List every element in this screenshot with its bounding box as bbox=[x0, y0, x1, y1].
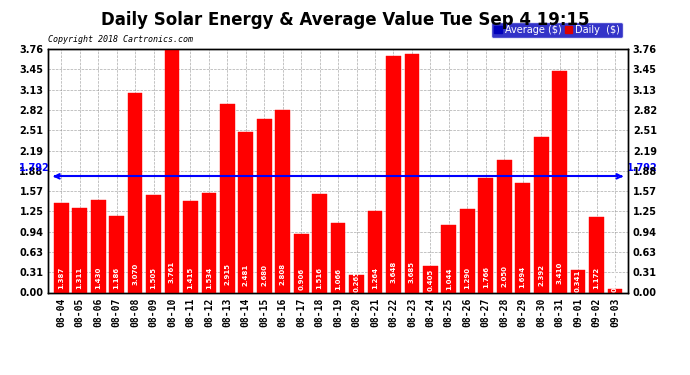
Bar bbox=[294, 234, 308, 292]
Bar bbox=[349, 275, 364, 292]
Text: 3.070: 3.070 bbox=[132, 262, 138, 285]
Bar bbox=[128, 93, 142, 292]
Text: 1.044: 1.044 bbox=[446, 267, 452, 290]
Text: 2.915: 2.915 bbox=[224, 263, 230, 285]
Bar bbox=[460, 209, 475, 292]
Bar bbox=[552, 72, 567, 292]
Bar bbox=[275, 111, 290, 292]
Bar bbox=[109, 216, 124, 292]
Text: 1.792: 1.792 bbox=[19, 163, 49, 173]
Text: 1.311: 1.311 bbox=[77, 267, 83, 289]
Text: 0.906: 0.906 bbox=[298, 268, 304, 290]
Bar bbox=[220, 104, 235, 292]
Bar bbox=[165, 49, 179, 292]
Text: 1.186: 1.186 bbox=[114, 267, 119, 290]
Text: 1.172: 1.172 bbox=[593, 267, 600, 290]
Text: 3.685: 3.685 bbox=[409, 261, 415, 283]
Text: 1.066: 1.066 bbox=[335, 268, 341, 290]
Text: 1.766: 1.766 bbox=[483, 266, 489, 288]
Bar bbox=[442, 225, 456, 292]
Bar bbox=[54, 202, 68, 292]
Text: 1.415: 1.415 bbox=[188, 267, 193, 289]
Text: 2.680: 2.680 bbox=[262, 264, 267, 285]
Bar bbox=[534, 137, 549, 292]
Legend: Average ($), Daily  ($): Average ($), Daily ($) bbox=[491, 22, 623, 38]
Bar bbox=[404, 54, 420, 292]
Text: 1.387: 1.387 bbox=[58, 267, 64, 289]
Text: 1.534: 1.534 bbox=[206, 266, 212, 288]
Bar bbox=[515, 183, 530, 292]
Text: Daily Solar Energy & Average Value Tue Sep 4 19:15: Daily Solar Energy & Average Value Tue S… bbox=[101, 11, 589, 29]
Bar bbox=[368, 210, 382, 292]
Bar bbox=[497, 160, 511, 292]
Text: 2.392: 2.392 bbox=[538, 264, 544, 286]
Text: 1.516: 1.516 bbox=[317, 267, 323, 289]
Bar bbox=[257, 119, 272, 292]
Text: 3.410: 3.410 bbox=[557, 261, 562, 284]
Text: 1.694: 1.694 bbox=[520, 266, 526, 288]
Text: 1.430: 1.430 bbox=[95, 266, 101, 289]
Text: 3.761: 3.761 bbox=[169, 261, 175, 283]
Bar bbox=[313, 194, 327, 292]
Bar bbox=[146, 195, 161, 292]
Text: 0.405: 0.405 bbox=[427, 269, 433, 291]
Text: 3.648: 3.648 bbox=[391, 261, 397, 283]
Bar bbox=[589, 216, 604, 292]
Bar bbox=[331, 224, 346, 292]
Bar bbox=[571, 270, 585, 292]
Bar bbox=[91, 200, 106, 292]
Bar bbox=[72, 207, 87, 292]
Text: 0.265: 0.265 bbox=[353, 270, 359, 292]
Text: 1.290: 1.290 bbox=[464, 267, 471, 289]
Bar bbox=[478, 178, 493, 292]
Text: 2.808: 2.808 bbox=[279, 263, 286, 285]
Text: 1.505: 1.505 bbox=[150, 267, 157, 289]
Bar bbox=[239, 132, 253, 292]
Text: 2.050: 2.050 bbox=[501, 265, 507, 287]
Text: 0.341: 0.341 bbox=[575, 269, 581, 292]
Bar bbox=[201, 193, 216, 292]
Bar bbox=[386, 56, 401, 292]
Bar bbox=[183, 201, 198, 292]
Bar bbox=[423, 266, 437, 292]
Text: 2.481: 2.481 bbox=[243, 264, 249, 286]
Text: Copyright 2018 Cartronics.com: Copyright 2018 Cartronics.com bbox=[48, 35, 193, 44]
Text: 0.051: 0.051 bbox=[612, 270, 618, 292]
Bar bbox=[608, 289, 622, 292]
Text: 1.792: 1.792 bbox=[627, 163, 658, 173]
Text: 1.264: 1.264 bbox=[372, 267, 378, 289]
